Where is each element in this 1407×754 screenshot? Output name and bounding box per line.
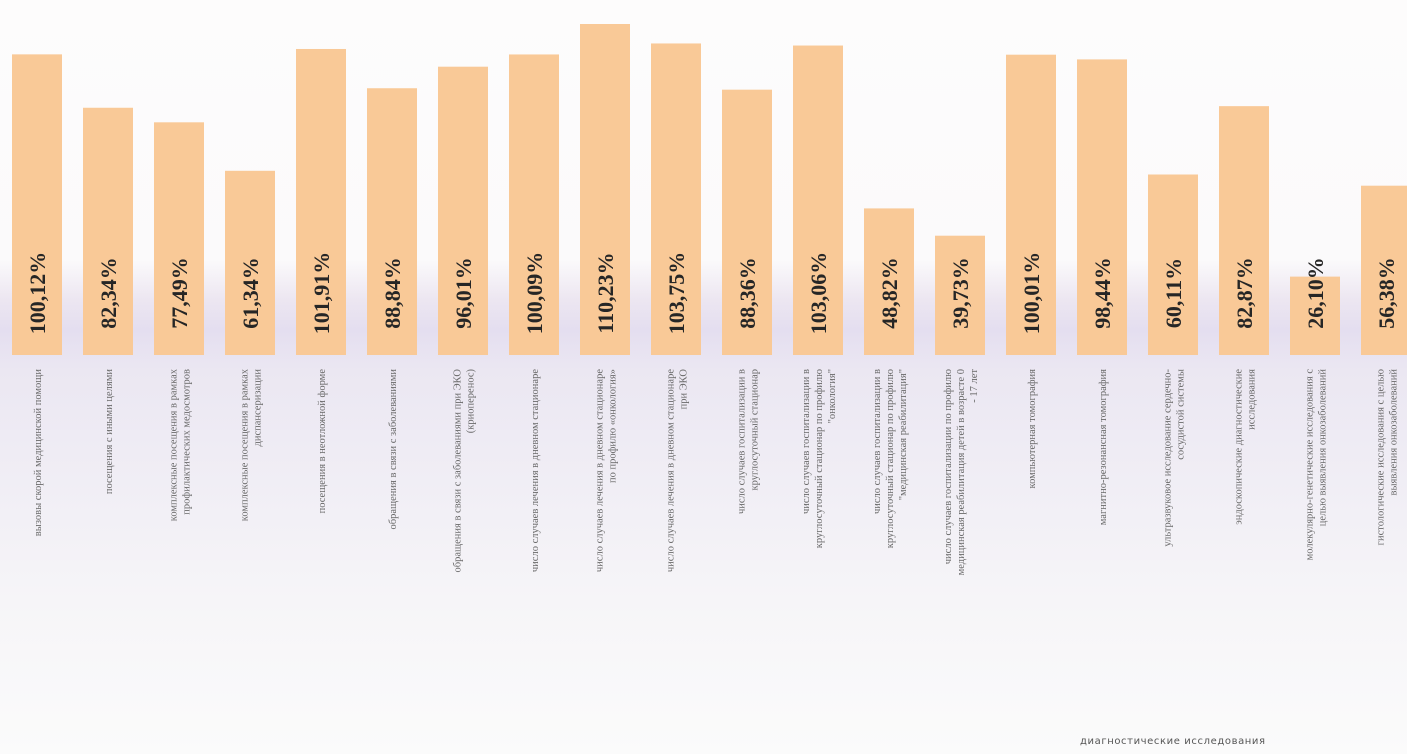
bar bbox=[225, 170, 275, 355]
bar-value-label: 39,73% bbox=[948, 257, 973, 329]
bar bbox=[83, 107, 133, 355]
bar-value-label: 61,34% bbox=[238, 257, 263, 329]
category-label: число случаев госпитализации по профилю м… bbox=[943, 369, 980, 576]
bar bbox=[651, 43, 701, 356]
bar bbox=[580, 24, 630, 355]
bar bbox=[1006, 54, 1056, 355]
bar-value-label: 82,34% bbox=[96, 257, 121, 329]
bar-value-label: 100,12% bbox=[25, 252, 50, 335]
bar bbox=[12, 54, 62, 356]
bar-value-label: 56,38% bbox=[1374, 257, 1399, 329]
bar bbox=[296, 48, 346, 355]
category-label: посещения в неотложной форме bbox=[317, 369, 328, 514]
category-label: магнитно-резонансная томография bbox=[1098, 369, 1109, 525]
bar bbox=[1361, 185, 1407, 355]
bar-value-label: 82,87% bbox=[1232, 257, 1257, 329]
bar bbox=[722, 89, 772, 355]
category-label: число случаев лечения в дневном стациона… bbox=[595, 369, 619, 572]
category-label: гистологические исследования с целью выяв… bbox=[1376, 369, 1400, 546]
category-label: обращения в связи с заболеваниями при ЭК… bbox=[453, 369, 477, 573]
category-label: комплексные посещения в рамках диспансери… bbox=[240, 368, 264, 521]
bar-value-label: 110,23% bbox=[593, 252, 618, 333]
bar bbox=[509, 54, 559, 355]
bar-value-label: 88,36% bbox=[735, 257, 760, 329]
category-label: число случаев госпитализации в круглосуто… bbox=[737, 369, 761, 514]
category-label: посещения с иными целями bbox=[104, 369, 115, 494]
bar bbox=[154, 122, 204, 355]
category-label: ультразвуковое исследование сердечно-сос… bbox=[1163, 368, 1187, 546]
bar-value-label: 26,10% bbox=[1303, 257, 1328, 329]
category-label: вызовы скорой медицинской помощи bbox=[33, 369, 44, 537]
category-label: число случаев лечения в дневном стациона… bbox=[530, 369, 541, 572]
category-label: число случаев лечения в дневном стациона… bbox=[666, 369, 690, 573]
bar-value-label: 88,84% bbox=[380, 257, 405, 329]
category-label: число случаев госпитализации в круглосуто… bbox=[801, 369, 838, 548]
bar-value-label: 100,01% bbox=[1019, 252, 1044, 335]
bar bbox=[935, 235, 985, 355]
chart-caption: диагностические исследования bbox=[1080, 736, 1266, 747]
category-label: комплексные посещения в рамках профилакти… bbox=[169, 368, 193, 521]
bar bbox=[367, 88, 417, 355]
bar-value-label: 98,44% bbox=[1090, 257, 1115, 329]
bar bbox=[1077, 59, 1127, 355]
bar bbox=[1148, 174, 1198, 355]
bar-value-label: 96,01% bbox=[451, 257, 476, 329]
bar bbox=[793, 45, 843, 356]
category-label: эндоскопические диагностические исследова… bbox=[1234, 369, 1258, 525]
bar bbox=[1219, 106, 1269, 355]
bar-value-label: 48,82% bbox=[877, 257, 902, 329]
bar-value-label: 77,49% bbox=[167, 257, 192, 329]
category-label: обращения в связи с заболеваниями bbox=[388, 369, 399, 530]
bar-value-label: 103,06% bbox=[806, 252, 831, 335]
bar bbox=[864, 208, 914, 355]
bar-value-label: 101,91% bbox=[309, 252, 334, 335]
bar-value-label: 103,75% bbox=[664, 252, 689, 335]
bar bbox=[1290, 276, 1340, 355]
bar-value-label: 100,09% bbox=[522, 252, 547, 335]
category-label: число случаев госпитализации в круглосуто… bbox=[872, 369, 909, 548]
category-label: компьютерная томография bbox=[1027, 369, 1038, 489]
bar bbox=[438, 66, 488, 356]
bar-value-label: 60,11% bbox=[1161, 258, 1186, 328]
